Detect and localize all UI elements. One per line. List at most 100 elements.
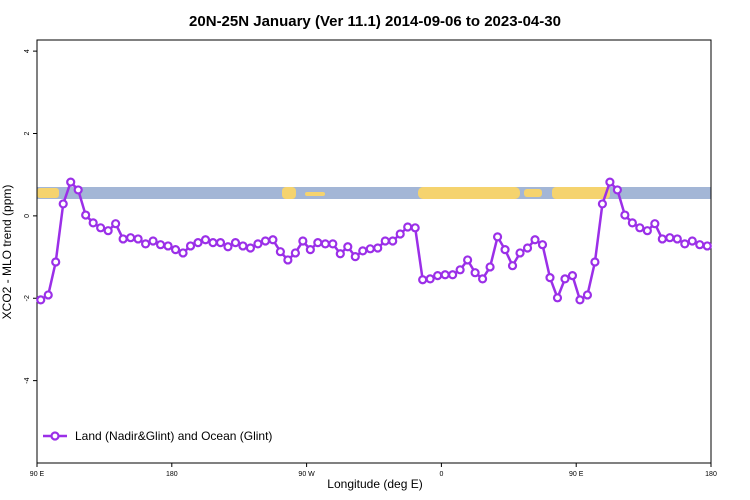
data-point bbox=[170, 245, 181, 255]
y-tick-label: 2 bbox=[24, 131, 31, 135]
data-point bbox=[200, 235, 211, 245]
data-point bbox=[290, 248, 300, 258]
data-point bbox=[253, 239, 263, 249]
data-point bbox=[245, 243, 256, 253]
x-tick-label: 0 bbox=[439, 471, 443, 478]
legend-label: Land (Nadir&Glint) and Ocean (Glint) bbox=[75, 429, 272, 443]
x-tick-label: 90 E bbox=[30, 471, 45, 478]
data-point bbox=[155, 240, 166, 250]
data-point bbox=[485, 262, 495, 272]
data-point bbox=[223, 242, 233, 252]
data-point bbox=[193, 238, 203, 248]
data-point bbox=[373, 243, 383, 253]
data-point bbox=[283, 255, 293, 265]
data-point bbox=[298, 236, 308, 246]
data-point bbox=[530, 235, 540, 245]
data-point bbox=[320, 239, 330, 249]
data-point bbox=[470, 268, 480, 278]
data-point bbox=[73, 185, 83, 195]
data-point bbox=[365, 244, 375, 254]
data-point bbox=[313, 238, 323, 248]
data-point bbox=[620, 210, 630, 220]
data-point bbox=[388, 236, 398, 246]
data-point bbox=[522, 243, 533, 253]
data-point bbox=[51, 257, 61, 267]
x-tick-label: 90 W bbox=[298, 471, 315, 478]
data-point bbox=[560, 274, 570, 284]
x-axis-label: Longitude (deg E) bbox=[327, 477, 422, 491]
data-point bbox=[545, 273, 555, 283]
data-point bbox=[88, 218, 98, 228]
data-point bbox=[665, 233, 675, 243]
data-point bbox=[567, 270, 578, 281]
data-point bbox=[650, 219, 660, 229]
data-point bbox=[635, 223, 645, 233]
y-tick-label: 0 bbox=[24, 214, 31, 218]
y-tick-label: -4 bbox=[24, 377, 31, 383]
data-point bbox=[178, 248, 188, 258]
data-point bbox=[335, 249, 345, 259]
data-point bbox=[552, 293, 563, 303]
data-point bbox=[590, 257, 600, 267]
data-point bbox=[328, 239, 338, 249]
data-point bbox=[605, 177, 615, 187]
data-point bbox=[230, 238, 241, 248]
data-point bbox=[425, 274, 435, 284]
data-point bbox=[597, 199, 608, 209]
data-point bbox=[126, 233, 136, 243]
data-point bbox=[148, 236, 158, 246]
data-point bbox=[612, 185, 622, 195]
data-point bbox=[642, 226, 652, 236]
data-point bbox=[380, 236, 390, 246]
data-point bbox=[537, 240, 548, 250]
chart-title: 20N-25N January (Ver 11.1) 2014-09-06 to… bbox=[189, 13, 561, 30]
data-point bbox=[463, 255, 473, 265]
data-point bbox=[582, 290, 593, 300]
data-point bbox=[575, 295, 585, 305]
data-point bbox=[515, 248, 525, 258]
data-point bbox=[403, 222, 413, 232]
data-point bbox=[133, 234, 143, 244]
data-point bbox=[96, 223, 106, 233]
data-point bbox=[185, 241, 196, 251]
data-point bbox=[81, 210, 91, 220]
data-point bbox=[695, 240, 705, 250]
data-point bbox=[500, 245, 510, 255]
data-point bbox=[433, 270, 443, 281]
data-point bbox=[477, 274, 488, 284]
data-point bbox=[410, 223, 420, 233]
y-axis-label: XCO2 - MLO trend (ppm) bbox=[0, 185, 14, 320]
data-point bbox=[58, 199, 68, 209]
data-point bbox=[343, 242, 353, 252]
legend-marker bbox=[50, 431, 60, 441]
data-point bbox=[66, 177, 76, 187]
data-point bbox=[275, 247, 285, 257]
data-point bbox=[672, 234, 682, 244]
data-point bbox=[492, 232, 503, 242]
data-point bbox=[358, 246, 368, 256]
y-tick-label: 4 bbox=[24, 49, 31, 53]
map-strip bbox=[37, 187, 711, 199]
data-point bbox=[440, 270, 450, 280]
data-point bbox=[43, 290, 53, 300]
data-point bbox=[350, 252, 360, 262]
y-tick-label: -2 bbox=[24, 295, 31, 301]
data-point bbox=[268, 235, 278, 245]
data-point bbox=[448, 270, 458, 280]
data-point bbox=[118, 234, 128, 244]
data-point bbox=[305, 245, 315, 255]
data-point bbox=[395, 229, 405, 239]
plot-frame bbox=[36, 39, 712, 464]
data-point bbox=[702, 241, 712, 251]
data-point bbox=[687, 236, 697, 246]
data-point bbox=[208, 238, 218, 248]
data-point bbox=[627, 218, 637, 228]
data-point bbox=[507, 261, 518, 271]
data-point bbox=[260, 236, 271, 246]
x-tick-label: 90 E bbox=[569, 471, 584, 478]
data-point bbox=[455, 265, 465, 275]
data-point bbox=[103, 226, 113, 236]
data-point bbox=[163, 241, 173, 251]
x-tick-label: 180 bbox=[166, 471, 178, 478]
